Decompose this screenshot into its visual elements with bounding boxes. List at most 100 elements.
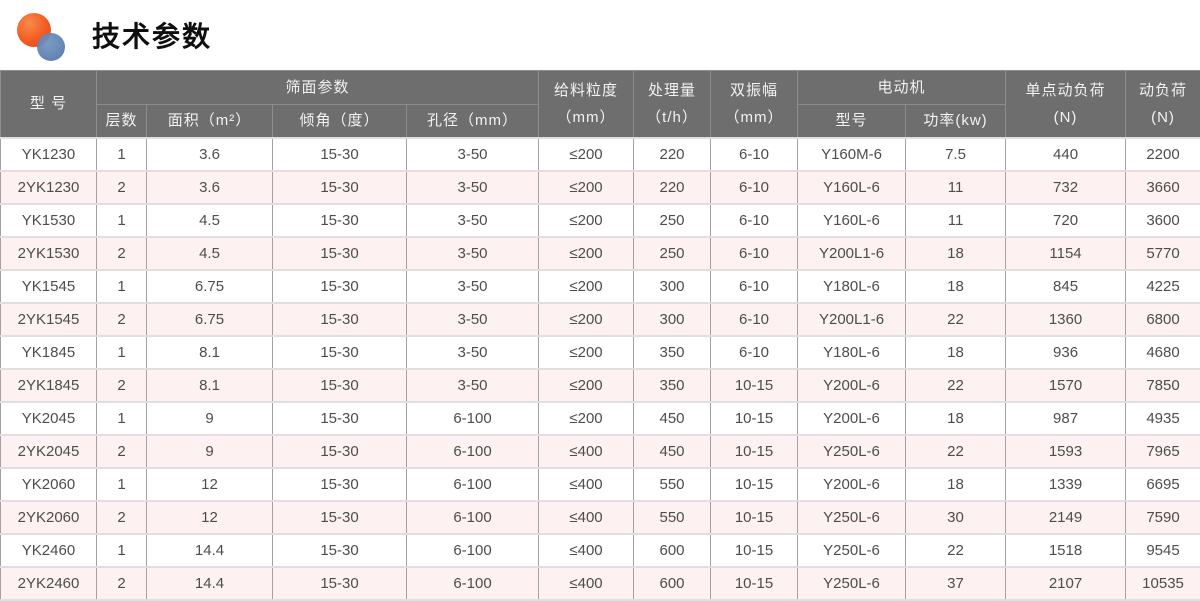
cell-feed-size: ≤200 — [539, 204, 634, 237]
cell-incline: 15-30 — [273, 270, 407, 303]
cell-incline: 15-30 — [273, 237, 407, 270]
cell-layers: 2 — [97, 567, 147, 600]
cell-motor-power: 22 — [906, 534, 1006, 567]
cell-layers: 1 — [97, 336, 147, 369]
cell-area: 12 — [147, 468, 273, 501]
cell-aperture: 3-50 — [407, 303, 539, 336]
cell-area: 9 — [147, 402, 273, 435]
cell-capacity: 600 — [634, 567, 711, 600]
cell-motor-power: 18 — [906, 468, 1006, 501]
cell-incline: 15-30 — [273, 204, 407, 237]
cell-incline: 15-30 — [273, 534, 407, 567]
cell-amplitude: 6-10 — [711, 138, 798, 171]
cell-motor-power: 11 — [906, 204, 1006, 237]
cell-motor-power: 18 — [906, 270, 1006, 303]
cell-motor-power: 7.5 — [906, 138, 1006, 171]
cell-feed-size: ≤400 — [539, 435, 634, 468]
cell-dynamic-load: 4680 — [1126, 336, 1200, 369]
cell-dynamic-load: 2200 — [1126, 138, 1200, 171]
cell-area: 4.5 — [147, 204, 273, 237]
cell-incline: 15-30 — [273, 369, 407, 402]
cell-area: 6.75 — [147, 270, 273, 303]
cell-amplitude: 6-10 — [711, 336, 798, 369]
col-group-motor: 电动机 — [798, 71, 1006, 105]
cell-amplitude: 10-15 — [711, 501, 798, 534]
cell-model: 2YK2460 — [1, 567, 97, 600]
col-header-amplitude: 双振幅 （mm） — [711, 71, 798, 138]
cell-incline: 15-30 — [273, 501, 407, 534]
cell-feed-size: ≤200 — [539, 270, 634, 303]
cell-capacity: 300 — [634, 270, 711, 303]
cell-single-point-load: 1360 — [1006, 303, 1126, 336]
cell-dynamic-load: 5770 — [1126, 237, 1200, 270]
cell-aperture: 3-50 — [407, 270, 539, 303]
cell-layers: 2 — [97, 171, 147, 204]
cell-dynamic-load: 6695 — [1126, 468, 1200, 501]
cell-amplitude: 6-10 — [711, 303, 798, 336]
cell-dynamic-load: 6800 — [1126, 303, 1200, 336]
cell-single-point-load: 845 — [1006, 270, 1126, 303]
cell-motor-model: Y160L-6 — [798, 204, 906, 237]
cell-area: 3.6 — [147, 138, 273, 171]
cell-dynamic-load: 3600 — [1126, 204, 1200, 237]
cell-area: 8.1 — [147, 336, 273, 369]
col-header-layers: 层数 — [97, 105, 147, 138]
col-header-single-point-load: 单点动负荷 (N) — [1006, 71, 1126, 138]
cell-capacity: 550 — [634, 468, 711, 501]
col-header-dynamic-load: 动负荷 (N) — [1126, 71, 1200, 138]
cell-amplitude: 10-15 — [711, 468, 798, 501]
cell-single-point-load: 1154 — [1006, 237, 1126, 270]
cell-amplitude: 10-15 — [711, 402, 798, 435]
cell-layers: 2 — [97, 303, 147, 336]
col-header-dynamic-load-line1: 动负荷 — [1126, 77, 1200, 104]
cell-area: 9 — [147, 435, 273, 468]
cell-area: 4.5 — [147, 237, 273, 270]
cell-capacity: 350 — [634, 369, 711, 402]
cell-single-point-load: 2149 — [1006, 501, 1126, 534]
cell-aperture: 3-50 — [407, 138, 539, 171]
cell-motor-model: Y250L-6 — [798, 567, 906, 600]
cell-single-point-load: 987 — [1006, 402, 1126, 435]
cell-area: 14.4 — [147, 534, 273, 567]
technical-parameters-table: 型 号 筛面参数 给料粒度 （mm） 处理量 （t/h） 双振幅 （mm） 电动… — [0, 70, 1200, 601]
cell-model: YK1545 — [1, 270, 97, 303]
cell-capacity: 550 — [634, 501, 711, 534]
cell-amplitude: 6-10 — [711, 270, 798, 303]
cell-model: YK1530 — [1, 204, 97, 237]
cell-amplitude: 10-15 — [711, 435, 798, 468]
cell-single-point-load: 720 — [1006, 204, 1126, 237]
cell-layers: 2 — [97, 369, 147, 402]
cell-motor-power: 22 — [906, 303, 1006, 336]
cell-aperture: 3-50 — [407, 204, 539, 237]
cell-single-point-load: 440 — [1006, 138, 1126, 171]
col-header-amplitude-line1: 双振幅 — [711, 77, 797, 104]
cell-incline: 15-30 — [273, 171, 407, 204]
col-group-screen-params: 筛面参数 — [97, 71, 539, 105]
cell-feed-size: ≤200 — [539, 237, 634, 270]
col-header-amplitude-line2: （mm） — [711, 104, 797, 131]
cell-incline: 15-30 — [273, 567, 407, 600]
page-title: 技术参数 — [92, 15, 212, 55]
cell-model: 2YK2060 — [1, 501, 97, 534]
cell-amplitude: 6-10 — [711, 237, 798, 270]
cell-motor-power: 18 — [906, 237, 1006, 270]
cell-dynamic-load: 10535 — [1126, 567, 1200, 600]
col-header-feed-size: 给料粒度 （mm） — [539, 71, 634, 138]
cell-motor-power: 30 — [906, 501, 1006, 534]
cell-model: YK1845 — [1, 336, 97, 369]
cell-capacity: 350 — [634, 336, 711, 369]
cell-motor-model: Y160L-6 — [798, 171, 906, 204]
cell-dynamic-load: 4225 — [1126, 270, 1200, 303]
cell-layers: 1 — [97, 402, 147, 435]
cell-single-point-load: 1593 — [1006, 435, 1126, 468]
cell-motor-model: Y180L-6 — [798, 336, 906, 369]
col-header-model: 型 号 — [1, 71, 97, 138]
cell-area: 3.6 — [147, 171, 273, 204]
col-header-capacity-line1: 处理量 — [634, 77, 710, 104]
